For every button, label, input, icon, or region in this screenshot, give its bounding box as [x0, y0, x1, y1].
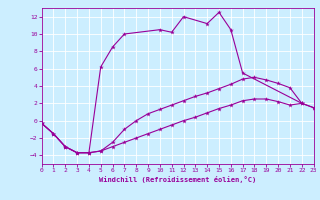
- X-axis label: Windchill (Refroidissement éolien,°C): Windchill (Refroidissement éolien,°C): [99, 176, 256, 183]
